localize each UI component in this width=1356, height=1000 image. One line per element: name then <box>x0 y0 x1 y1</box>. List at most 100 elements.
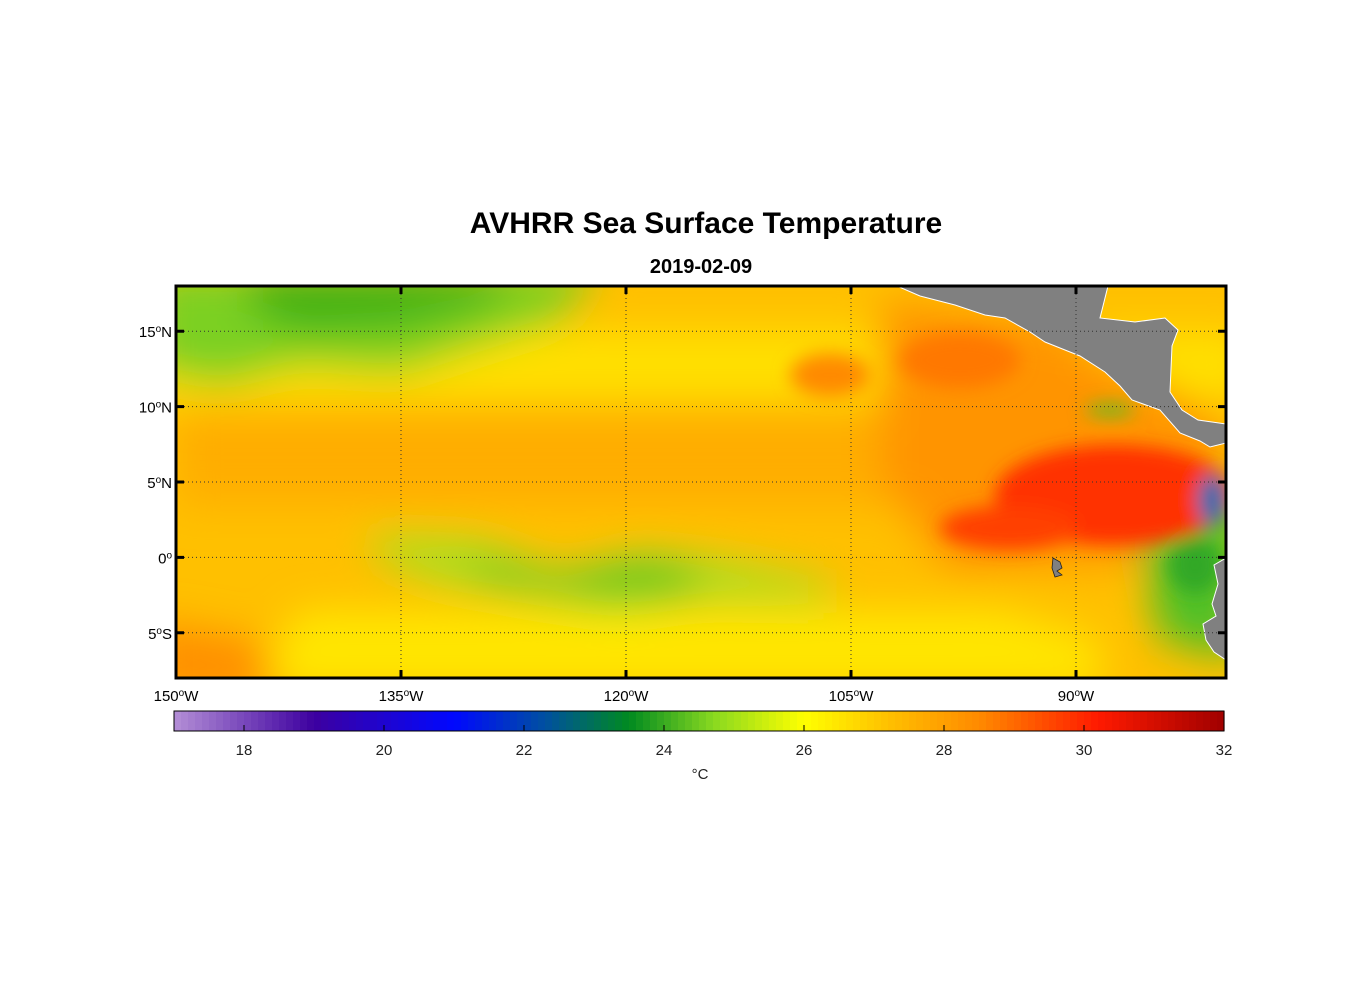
colorbar-segment <box>888 711 896 731</box>
colorbar-segment <box>1056 711 1064 731</box>
colorbar-tick-label: 24 <box>656 742 673 759</box>
map-subtitle: 2019-02-09 <box>649 256 753 278</box>
colorbar-segment <box>307 711 315 731</box>
colorbar-segment <box>825 711 833 731</box>
colorbar-segment <box>447 711 455 731</box>
colorbar-segment <box>937 711 945 731</box>
colorbar-segment <box>790 711 798 731</box>
colorbar-segment <box>377 711 385 731</box>
colorbar-segment <box>559 711 567 731</box>
colorbar-segment <box>615 711 623 731</box>
colorbar-segment <box>965 711 973 731</box>
central-orange-band <box>176 410 976 505</box>
lat-label-hemisphere: N <box>161 400 172 417</box>
colorbar-segment <box>566 711 574 731</box>
colorbar-segment <box>944 711 952 731</box>
colorbar-segment <box>321 711 329 731</box>
colorbar-segment <box>503 711 511 731</box>
lon-label: 150oW <box>154 688 200 706</box>
colorbar-segment <box>1210 711 1218 731</box>
colorbar-ticks: 18 20 22 24 26 28 30 32 <box>236 725 1232 759</box>
colorbar-segment <box>692 711 700 731</box>
warm-pool-west <box>940 506 1080 550</box>
colorbar-segment <box>251 711 259 731</box>
colorbar-segment <box>930 711 938 731</box>
colorbar-segment <box>440 711 448 731</box>
colorbar-segment <box>412 711 420 731</box>
colorbar-segment <box>237 711 245 731</box>
colorbar-segment <box>601 711 609 731</box>
colorbar-segment <box>720 711 728 731</box>
map-title: AVHRR Sea Surface Temperature <box>469 207 943 240</box>
colorbar-segment <box>363 711 371 731</box>
colorbar-segment <box>573 711 581 731</box>
colorbar-segment <box>1000 711 1008 731</box>
colorbar-segment <box>510 711 518 731</box>
lon-label: 90oW <box>1058 688 1095 706</box>
colorbar-segment <box>706 711 714 731</box>
colorbar-segment <box>986 711 994 731</box>
degree-sign: o <box>1074 688 1080 699</box>
lon-label-degrees: 120 <box>604 688 629 705</box>
colorbar-segment <box>678 711 686 731</box>
colorbar-segment <box>1007 711 1015 731</box>
colorbar-segment <box>384 711 392 731</box>
colorbar-segment <box>209 711 217 731</box>
colorbar-segment <box>496 711 504 731</box>
colorbar-segment <box>202 711 210 731</box>
colorbar-segment <box>993 711 1001 731</box>
colorbar-segment <box>1077 711 1085 731</box>
colorbar-segment <box>391 711 399 731</box>
colorbar-segment <box>314 711 322 731</box>
colorbar-segment <box>860 711 868 731</box>
colorbar-segment <box>426 711 434 731</box>
lat-label: 5oS <box>148 625 172 643</box>
sst-field <box>176 286 1226 678</box>
colorbar-segment <box>300 711 308 731</box>
colorbar-segment <box>580 711 588 731</box>
colorbar-segment <box>1021 711 1029 731</box>
lon-label-degrees: 135 <box>379 688 404 705</box>
warm-spot-central <box>790 353 870 397</box>
degree-sign: o <box>156 475 162 486</box>
colorbar-segment <box>769 711 777 731</box>
green-spot-coast <box>1085 404 1135 416</box>
colorbar-segment <box>1098 711 1106 731</box>
colorbar-segment <box>293 711 301 731</box>
colorbar-segment <box>1112 711 1120 731</box>
colorbar-segment <box>230 711 238 731</box>
lat-label: 15oN <box>139 324 172 342</box>
colorbar-segment <box>524 711 532 731</box>
colorbar <box>173 710 1225 732</box>
colorbar-segment <box>265 711 273 731</box>
colorbar-segment <box>867 711 875 731</box>
colorbar-segment <box>923 711 931 731</box>
colorbar-segment <box>664 711 672 731</box>
colorbar-segment <box>762 711 770 731</box>
lon-label-hemisphere: W <box>859 688 874 705</box>
colorbar-segment <box>846 711 854 731</box>
lon-label-degrees: 105 <box>829 688 854 705</box>
colorbar-segment <box>741 711 749 731</box>
longitude-labels: 150oW 135oW 120oW 105oW 90oW <box>154 688 1095 706</box>
colorbar-segment <box>629 711 637 731</box>
colorbar-segment <box>643 711 651 731</box>
colorbar-tick-label: 30 <box>1076 742 1093 759</box>
colorbar-segment <box>1182 711 1190 731</box>
colorbar-segment <box>755 711 763 731</box>
colorbar-segment <box>811 711 819 731</box>
central-america-land <box>896 286 1226 448</box>
green-spot-east <box>1169 537 1221 593</box>
degree-sign: o <box>404 688 410 699</box>
colorbar-segment <box>958 711 966 731</box>
colorbar-segment <box>328 711 336 731</box>
southern-yellow-band <box>257 610 1100 678</box>
colorbar-segment <box>181 711 189 731</box>
colorbar-segment <box>1035 711 1043 731</box>
colorbar-segment <box>489 711 497 731</box>
colorbar-segment <box>853 711 861 731</box>
colorbar-segment <box>1203 711 1211 731</box>
colorbar-segment <box>1049 711 1057 731</box>
colorbar-segment <box>594 711 602 731</box>
